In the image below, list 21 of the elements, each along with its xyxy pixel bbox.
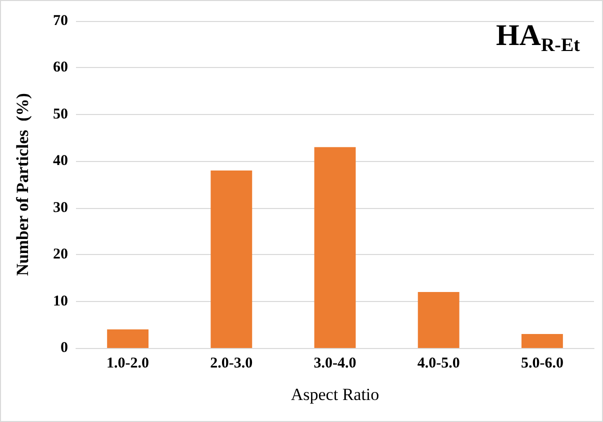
bar: [314, 147, 356, 348]
y-tick-label: 20: [53, 246, 68, 263]
bar: [107, 329, 149, 348]
y-axis-title: Number of Particles (%): [13, 93, 32, 276]
bar: [210, 170, 252, 348]
y-tick-label: 10: [53, 293, 68, 310]
x-tick-label: 5.0-6.0: [520, 356, 564, 372]
annotation: HA$_{R-Et}$: [496, 19, 580, 57]
y-tick-label: 30: [53, 200, 68, 216]
y-tick-label: 0: [60, 340, 68, 356]
y-tick-label: 60: [53, 60, 68, 76]
y-tick-label: 70: [53, 13, 68, 29]
x-tick-label: 3.0-4.0: [314, 356, 356, 372]
y-tick-label: 50: [53, 106, 68, 122]
x-tick-label: 2.0-3.0: [210, 356, 253, 372]
y-tick-label: 40: [53, 153, 68, 170]
bar: [418, 292, 460, 348]
x-tick-label: 1.0-2.0: [106, 356, 150, 372]
x-axis-title: Aspect Ratio: [290, 385, 380, 404]
bar: [521, 334, 563, 348]
x-tick-label: 4.0-5.0: [417, 356, 460, 372]
